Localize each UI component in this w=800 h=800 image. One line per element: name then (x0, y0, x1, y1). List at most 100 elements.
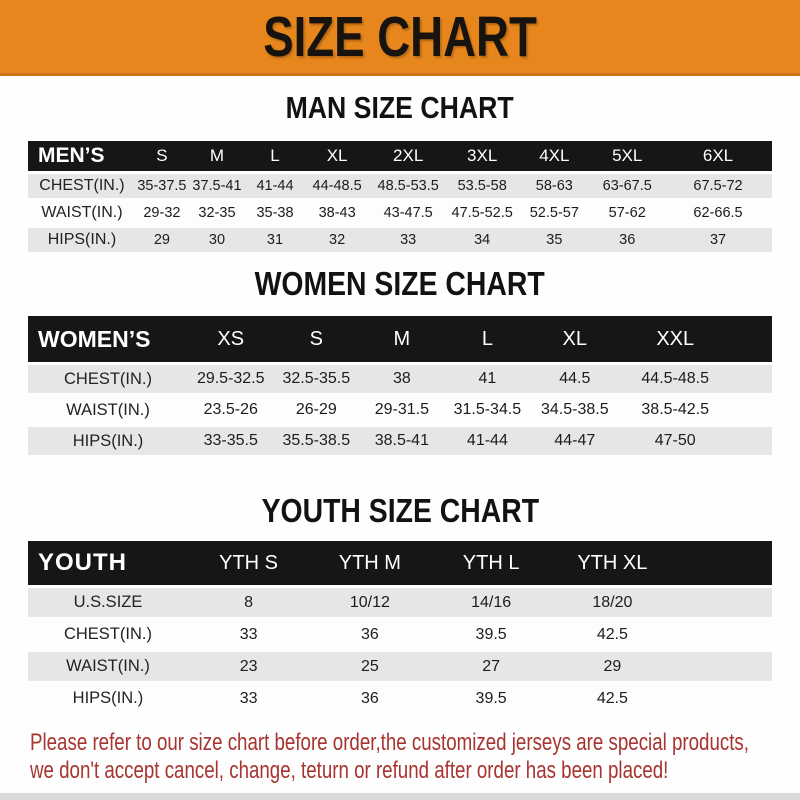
size-header-cell: 2XL (370, 141, 447, 171)
value-cell: 29 (551, 652, 674, 681)
value-cell: 41-44 (444, 427, 531, 455)
size-header-cell: M (187, 141, 246, 171)
table-row: CHEST(IN.) 33 36 39.5 42.5 (28, 620, 772, 649)
value-cell: 67.5-72 (664, 174, 772, 198)
value-cell: 38.5-42.5 (619, 396, 732, 424)
bottom-edge-strip (0, 793, 800, 800)
spacer-cell (731, 365, 772, 393)
value-cell: 33 (187, 684, 310, 713)
value-cell: 14/16 (430, 588, 552, 617)
spacer-cell (673, 620, 772, 649)
size-header-cell: S (273, 316, 360, 362)
spacer-cell (673, 541, 772, 585)
size-header-cell: YTH L (430, 541, 552, 585)
value-cell: 25 (309, 652, 431, 681)
value-cell: 42.5 (551, 684, 674, 713)
value-cell: 34 (446, 228, 519, 252)
size-header-cell: L (245, 141, 305, 171)
table-header-row: WOMEN’S XS S M L XL XXL (28, 316, 772, 362)
value-cell: 44-48.5 (304, 174, 371, 198)
value-cell: 31 (245, 228, 305, 252)
size-header-cell: XS (187, 316, 274, 362)
value-cell: 63-67.5 (590, 174, 665, 198)
value-cell: 30 (187, 228, 246, 252)
value-cell: 35 (518, 228, 591, 252)
table-row: CHEST(IN.) 29.5-32.5 32.5-35.5 38 41 44.5 44.5… (28, 365, 772, 393)
value-cell: 33-35.5 (187, 427, 274, 455)
value-cell: 35-38 (245, 201, 305, 225)
row-label-cell: HIPS(IN.) (28, 684, 188, 713)
value-cell: 10/12 (309, 588, 431, 617)
row-label-cell: WAIST(IN.) (28, 652, 188, 681)
value-cell: 33 (370, 228, 447, 252)
value-cell: 43-47.5 (370, 201, 447, 225)
size-header-cell: YTH XL (551, 541, 674, 585)
size-header-cell: L (444, 316, 531, 362)
table-header-row: YOUTH YTH S YTH M YTH L YTH XL (28, 541, 772, 585)
size-header-cell: 4XL (518, 141, 591, 171)
size-header-cell: 5XL (590, 141, 665, 171)
value-cell: 41-44 (245, 174, 305, 198)
size-chart-banner: SIZE CHART (0, 0, 800, 76)
spacer-cell (673, 684, 772, 713)
value-cell: 8 (187, 588, 310, 617)
size-header-cell: S (135, 141, 188, 171)
size-header-cell: YTH M (309, 541, 431, 585)
size-header-cell: YTH S (187, 541, 310, 585)
value-cell: 29 (135, 228, 188, 252)
value-cell: 35.5-38.5 (273, 427, 360, 455)
value-cell: 38 (359, 365, 445, 393)
value-cell: 32.5-35.5 (273, 365, 360, 393)
value-cell: 29.5-32.5 (187, 365, 274, 393)
value-cell: 26-29 (273, 396, 360, 424)
women-section-title: WOMEN SIZE CHART (254, 265, 546, 302)
spacer-cell (731, 316, 772, 362)
women-section: WOMEN SIZE CHART WOMEN’S XS S M L XL XXL CHEST(… (0, 265, 800, 458)
row-label-cell: WAIST(IN.) (28, 396, 188, 424)
value-cell: 47.5-52.5 (446, 201, 519, 225)
disclaimer-line-2: we don't accept cancel, change, teturn o… (30, 757, 669, 784)
men-section-title: MAN SIZE CHART (285, 90, 515, 125)
value-cell: 36 (590, 228, 665, 252)
table-title-cell: WOMEN’S (28, 316, 188, 362)
row-label-cell: WAIST(IN.) (28, 201, 136, 225)
men-size-table: MEN’S S M L XL 2XL 3XL 4XL 5XL 6XL CHEST(IN.) 35-37… (28, 138, 772, 255)
table-title-cell: YOUTH (28, 541, 188, 585)
table-row: WAIST(IN.) 23 25 27 29 (28, 652, 772, 681)
table-row: HIPS(IN.) 33-35.5 35.5-38.5 38.5-41 41-44 44-… (28, 427, 772, 455)
table-title-cell: MEN’S (28, 141, 136, 171)
value-cell: 44-47 (530, 427, 620, 455)
value-cell: 37.5-41 (187, 174, 246, 198)
row-label-cell: U.S.SIZE (28, 588, 188, 617)
row-label-cell: CHEST(IN.) (28, 620, 188, 649)
value-cell: 29-32 (135, 201, 188, 225)
value-cell: 38-43 (304, 201, 371, 225)
youth-size-table: YOUTH YTH S YTH M YTH L YTH XL U.S.SIZE 8 10/12… (28, 538, 772, 716)
spacer-cell (673, 652, 772, 681)
row-label-cell: HIPS(IN.) (28, 427, 188, 455)
value-cell: 33 (187, 620, 310, 649)
value-cell: 42.5 (551, 620, 674, 649)
value-cell: 36 (309, 620, 431, 649)
value-cell: 36 (309, 684, 431, 713)
value-cell: 41 (444, 365, 531, 393)
value-cell: 39.5 (430, 620, 552, 649)
size-header-cell: XL (530, 316, 620, 362)
value-cell: 62-66.5 (664, 201, 772, 225)
value-cell: 44.5 (530, 365, 620, 393)
men-section: MAN SIZE CHART MEN’S S M L XL 2XL 3XL 4XL 5XL 6XL… (0, 90, 800, 255)
table-row: WAIST(IN.) 23.5-26 26-29 29-31.5 31.5-34.5 34… (28, 396, 772, 424)
value-cell: 38.5-41 (359, 427, 445, 455)
value-cell: 52.5-57 (518, 201, 591, 225)
value-cell: 39.5 (430, 684, 552, 713)
table-row: CHEST(IN.) 35-37.5 37.5-41 41-44 44-48.5 48.5… (28, 174, 772, 198)
value-cell: 35-37.5 (135, 174, 188, 198)
value-cell: 34.5-38.5 (530, 396, 620, 424)
value-cell: 47-50 (619, 427, 732, 455)
value-cell: 48.5-53.5 (370, 174, 447, 198)
table-row: U.S.SIZE 8 10/12 14/16 18/20 (28, 588, 772, 617)
table-row: HIPS(IN.) 33 36 39.5 42.5 (28, 684, 772, 713)
women-size-table: WOMEN’S XS S M L XL XXL CHEST(IN.) 29.5-32.5 32.5… (28, 313, 772, 458)
size-header-cell: XL (304, 141, 371, 171)
